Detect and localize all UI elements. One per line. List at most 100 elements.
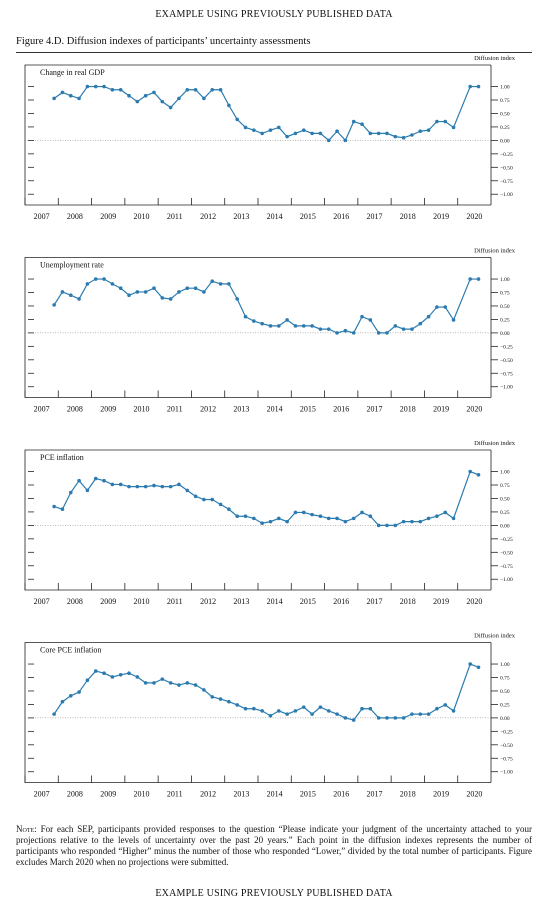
data-point <box>227 282 231 286</box>
data-point <box>277 125 281 130</box>
data-point <box>343 328 348 333</box>
x-tick-label: 2019 <box>433 597 449 606</box>
x-tick-label: 2009 <box>100 405 116 414</box>
data-point <box>418 321 423 326</box>
data-point <box>168 484 173 489</box>
data-point <box>393 716 398 720</box>
data-point <box>335 712 339 716</box>
data-point <box>243 706 248 711</box>
note-label: Note: <box>16 824 37 834</box>
x-tick-label: 2020 <box>466 597 482 606</box>
data-point <box>135 290 140 294</box>
data-point <box>210 279 215 283</box>
x-tick-label: 2013 <box>233 405 249 414</box>
data-point <box>60 90 65 95</box>
data-point <box>335 516 339 521</box>
data-point <box>310 324 314 328</box>
data-point <box>152 681 156 685</box>
x-tick-label: 2019 <box>433 212 449 221</box>
data-point <box>393 523 398 528</box>
y-tick-label: −0.50 <box>500 550 513 556</box>
data-point <box>218 697 223 701</box>
axis-label: Diffusion index <box>474 248 516 255</box>
data-point <box>235 117 239 122</box>
chart-title: Unemployment rate <box>40 261 104 270</box>
y-tick-label: −0.25 <box>500 152 513 158</box>
data-point <box>77 478 81 483</box>
header: EXAMPLE USING PREVIOUSLY PUBLISHED DATA <box>155 9 393 20</box>
data-point <box>468 277 472 281</box>
x-tick-label: 2020 <box>466 212 482 221</box>
data-point <box>468 469 472 474</box>
data-point <box>102 84 106 89</box>
x-tick-label: 2018 <box>400 597 416 606</box>
data-point <box>368 514 373 519</box>
data-point <box>301 324 306 328</box>
data-point <box>285 134 289 139</box>
data-point <box>268 324 273 328</box>
data-point <box>168 297 173 301</box>
x-tick-label: 2015 <box>300 597 316 606</box>
data-point <box>235 703 239 707</box>
data-point <box>476 665 481 670</box>
data-point <box>127 93 131 98</box>
x-tick-label: 2018 <box>400 405 416 414</box>
x-tick-label: 2007 <box>34 597 50 606</box>
data-point <box>376 331 381 335</box>
data-point <box>235 514 239 519</box>
data-point <box>227 699 231 704</box>
data-point <box>360 314 364 319</box>
data-point <box>351 119 356 124</box>
data-point <box>218 282 223 286</box>
y-tick-label: 1.00 <box>500 85 510 91</box>
x-tick-label: 2008 <box>67 405 83 414</box>
data-point <box>118 286 123 290</box>
data-point <box>227 507 231 512</box>
x-tick-label: 2007 <box>34 405 50 414</box>
data-point <box>110 282 115 286</box>
x-tick-label: 2019 <box>433 790 449 799</box>
data-point <box>77 297 81 301</box>
data-point <box>285 318 289 322</box>
data-point <box>260 709 264 713</box>
y-tick-label: −0.25 <box>500 537 513 543</box>
y-tick-label: 0.50 <box>500 689 510 695</box>
data-point <box>252 319 256 323</box>
data-point <box>68 293 73 297</box>
data-point <box>468 662 472 666</box>
y-tick-label: −1.00 <box>500 192 513 198</box>
data-point <box>385 716 389 720</box>
data-point <box>185 488 190 493</box>
data-point <box>177 482 181 487</box>
data-point <box>185 681 190 685</box>
x-tick-label: 2008 <box>67 597 83 606</box>
series-line <box>53 278 479 334</box>
data-point <box>293 709 298 713</box>
footer: EXAMPLE USING PREVIOUSLY PUBLISHED DATA <box>155 888 393 899</box>
data-point <box>285 519 289 524</box>
data-point <box>301 705 306 709</box>
data-point <box>401 327 406 331</box>
data-point <box>218 87 223 92</box>
data-point <box>243 125 248 130</box>
data-point <box>193 683 198 687</box>
data-point <box>252 516 256 521</box>
data-point <box>77 690 81 694</box>
data-point <box>343 716 348 720</box>
data-point <box>468 84 472 89</box>
data-point <box>310 131 314 136</box>
x-tick-label: 2008 <box>67 790 83 799</box>
y-tick-label: 0.00 <box>500 331 510 337</box>
data-point <box>476 277 481 281</box>
data-point <box>368 131 373 136</box>
x-tick-label: 2010 <box>134 790 150 799</box>
series-line <box>53 85 479 142</box>
data-point <box>60 290 65 294</box>
data-point <box>368 706 373 711</box>
x-tick-label: 2016 <box>333 597 349 606</box>
data-point <box>410 133 414 137</box>
y-tick-label: −0.75 <box>500 179 513 185</box>
y-tick-label: 0.75 <box>500 676 510 682</box>
data-point <box>326 138 331 143</box>
